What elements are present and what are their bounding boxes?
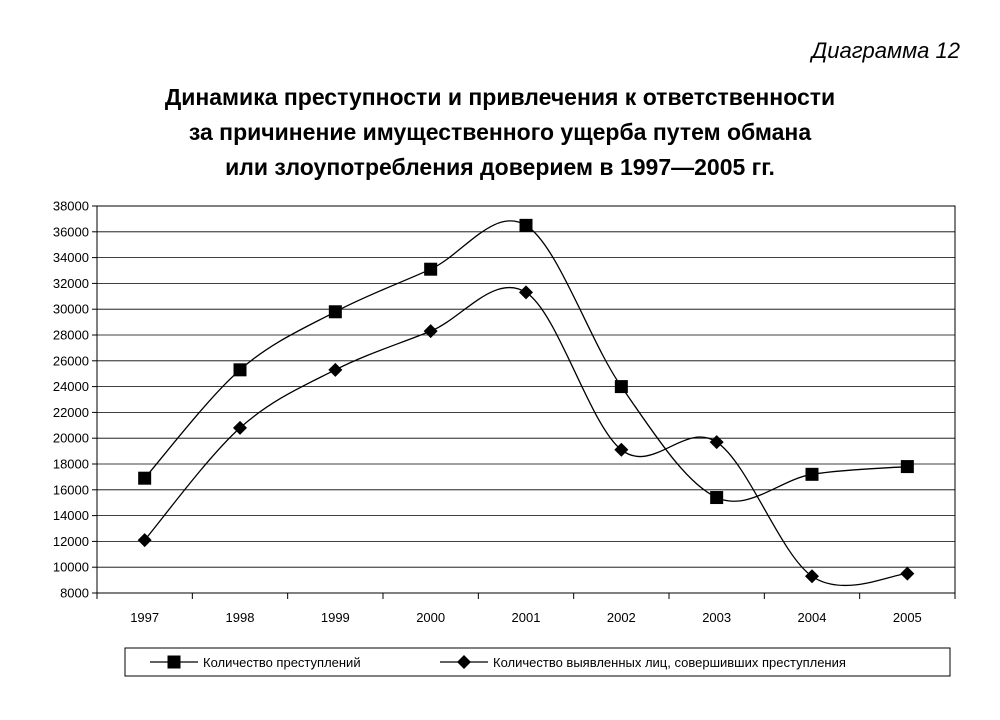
y-tick-label: 14000 xyxy=(53,508,89,523)
data-point-series-1 xyxy=(710,491,724,505)
legend-marker-2 xyxy=(457,655,471,669)
y-tick-label: 26000 xyxy=(53,353,89,368)
data-point-series-2 xyxy=(709,435,724,450)
data-point-series-2 xyxy=(805,569,819,584)
data-point-series-2 xyxy=(328,362,343,377)
y-tick-label: 34000 xyxy=(53,250,89,265)
y-tick-label: 12000 xyxy=(53,534,89,549)
data-point-series-1 xyxy=(900,460,914,474)
plot-area xyxy=(96,205,956,594)
x-tick-label: 2003 xyxy=(702,610,731,625)
x-tick-label: 1997 xyxy=(130,610,159,625)
data-point-series-1 xyxy=(614,380,628,394)
legend-marker-1 xyxy=(167,655,181,669)
data-point-series-2 xyxy=(519,285,533,300)
y-tick-label: 28000 xyxy=(53,328,89,343)
x-tick-label: 1999 xyxy=(321,610,350,625)
y-tick-label: 24000 xyxy=(53,379,89,394)
data-point-series-1 xyxy=(519,218,533,232)
data-point-series-2 xyxy=(614,442,629,457)
x-tick-label: 2002 xyxy=(607,610,636,625)
series-line-2 xyxy=(144,286,908,586)
figure-label: Диаграмма 12 xyxy=(811,38,960,63)
chart-title-line-1: Динамика преступности и привлечения к от… xyxy=(164,84,836,110)
data-point-series-1 xyxy=(138,471,152,485)
y-tick-label: 16000 xyxy=(53,482,89,497)
data-point-series-1 xyxy=(233,363,247,377)
x-tick-label: 2000 xyxy=(416,610,445,625)
chart-title-line-2: за причинение имущественного ущерба путе… xyxy=(188,119,812,145)
y-tick-label: 36000 xyxy=(53,224,89,239)
data-point-series-2 xyxy=(423,324,438,339)
y-tick-label: 8000 xyxy=(60,586,89,601)
y-tick-label: 32000 xyxy=(53,276,89,291)
data-point-series-2 xyxy=(900,566,915,581)
y-tick-label: 30000 xyxy=(53,302,89,317)
legend-label-2: Количество выявленных лиц, совершивших п… xyxy=(493,655,846,670)
data-point-series-1 xyxy=(328,305,342,319)
data-point-series-1 xyxy=(805,467,819,481)
x-tick-label: 2004 xyxy=(798,610,827,625)
legend-box xyxy=(124,647,951,677)
y-tick-label: 20000 xyxy=(53,431,89,446)
y-tick-label: 38000 xyxy=(53,199,89,214)
y-tick-label: 18000 xyxy=(53,457,89,472)
chart-title-line-3: или злоупотребления доверием в 1997—2005… xyxy=(225,154,775,180)
y-tick-label: 10000 xyxy=(53,560,89,575)
x-tick-label: 1998 xyxy=(226,610,255,625)
y-tick-label: 22000 xyxy=(53,405,89,420)
legend-label-1: Количество преступлений xyxy=(203,655,361,670)
x-tick-label: 2001 xyxy=(512,610,541,625)
data-point-series-2 xyxy=(233,420,247,435)
data-point-series-2 xyxy=(137,533,152,548)
x-tick-label: 2005 xyxy=(893,610,922,625)
chart-title: Динамика преступности и привлечения к от… xyxy=(0,80,1000,185)
data-point-series-1 xyxy=(424,262,438,276)
